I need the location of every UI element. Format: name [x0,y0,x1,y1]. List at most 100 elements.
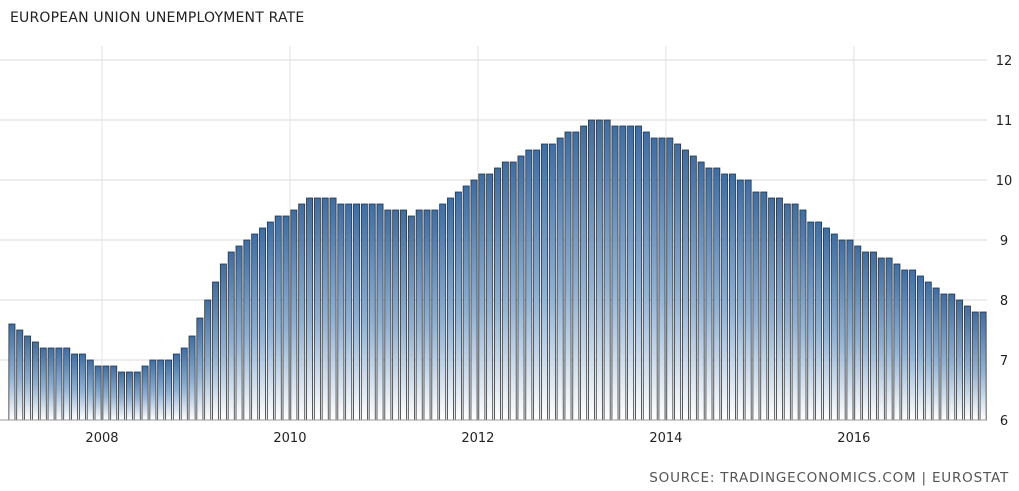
bar [838,239,846,421]
bar [227,251,235,421]
bar [431,209,439,421]
bar [470,179,478,421]
bar [682,149,689,421]
bar [666,137,674,421]
bar [595,119,603,421]
bar [31,341,39,421]
bar [259,227,266,421]
bar [102,365,110,421]
bar [8,323,16,421]
bar [180,347,188,421]
bar [721,173,729,421]
bar [78,353,86,421]
y-tick-label: 7 [1000,354,1008,369]
bar [133,371,141,421]
bar [924,281,932,421]
bar [494,167,501,421]
bar [360,203,368,421]
bar [462,185,470,421]
bar [509,161,517,421]
x-tick-label: 2008 [85,431,118,446]
bar [86,359,94,421]
bar [243,239,251,421]
bar [454,191,462,421]
bar [212,281,220,421]
bar [24,335,32,421]
bar [736,179,744,421]
bar [603,119,611,421]
bar [298,203,306,421]
bar [830,233,838,421]
y-tick-label: 6 [1000,414,1008,429]
bar [572,131,580,421]
bar [948,293,956,421]
bar [556,137,564,421]
bar [588,119,595,421]
bar [423,209,431,421]
bar [149,359,157,421]
bar [321,197,329,421]
bar [705,167,713,421]
y-tick-label: 11 [996,114,1013,129]
bar [776,197,783,421]
bar [713,167,721,421]
bar [979,311,987,421]
bar [885,257,893,421]
bar [533,149,541,421]
bar [118,371,126,421]
bar [251,233,259,421]
y-tick-label: 12 [996,54,1013,69]
x-tick-label: 2016 [837,431,870,446]
bar [956,299,964,421]
bar [478,173,486,421]
bar [525,149,533,421]
bar [94,365,102,421]
bar [329,197,337,421]
bar [877,257,885,421]
bar [384,209,392,421]
bar [768,197,776,421]
bar [125,371,133,421]
bar [932,287,940,421]
bar [172,353,180,421]
bar [47,347,55,421]
bar [854,245,862,421]
bar [376,203,384,421]
bar [580,125,588,421]
bar [337,203,345,421]
bar [141,365,149,421]
bar [55,347,63,421]
x-tick-label: 2012 [461,431,494,446]
bar [439,203,447,421]
x-tick-label: 2014 [649,431,682,446]
bar [697,161,705,421]
bar [266,221,274,421]
bar [658,137,666,421]
bar [290,209,298,421]
bar [541,143,548,421]
bar [415,209,423,421]
bar [862,251,870,421]
bar [744,179,752,421]
bar [219,263,227,421]
bar [752,191,760,421]
chart-title: EUROPEAN UNION UNEMPLOYMENT RATE [10,10,305,26]
axes: 6 7 8 9 10 11 12 2008 2010 2012 2014 2016 [0,54,1012,446]
bar [869,251,877,421]
bar [963,305,971,421]
bar [392,209,400,421]
bar [760,191,768,421]
bar [815,221,823,421]
bar [165,359,173,421]
bar [799,209,807,421]
bar [204,299,212,421]
bar [650,137,658,421]
bar [188,335,196,421]
bars [8,119,987,421]
x-tick-label: 2010 [273,431,306,446]
bar [971,311,979,421]
bar [846,239,854,421]
bar [400,209,407,421]
bar [486,173,494,421]
